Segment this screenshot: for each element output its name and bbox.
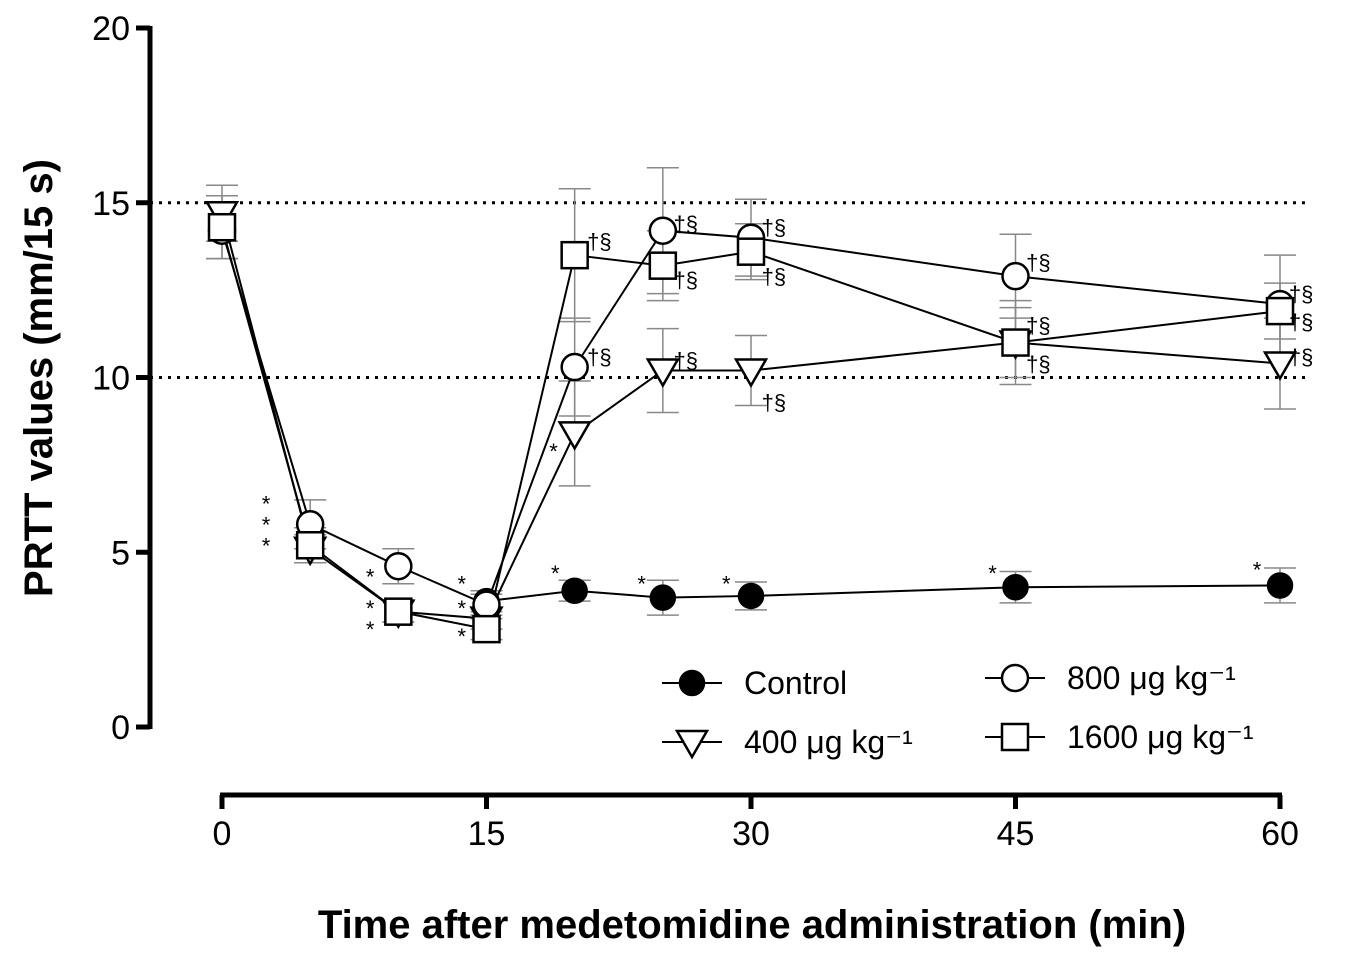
series-markers	[204, 200, 1298, 644]
annotation: *	[366, 565, 375, 590]
annotation: †§	[674, 268, 698, 293]
annotation: †§	[1026, 313, 1050, 338]
annotation: †§	[762, 264, 786, 289]
annotation: *	[366, 596, 375, 621]
legend-marker	[678, 669, 706, 697]
annotation: †§	[1289, 310, 1313, 335]
legend: Control 400 μg kg⁻¹ 800 μg kg⁻¹ 1600 μg kg⁻…	[662, 660, 1254, 760]
data-point	[1265, 296, 1295, 326]
x-tick-label: 45	[997, 815, 1035, 853]
significance-annotations: ********** * * * **†§†§†§†§†§†§†§†§†§†§†§†§†…	[262, 212, 1314, 649]
series-line-0	[486, 584, 1281, 603]
y-tick-label: 5	[111, 534, 130, 572]
data-point	[557, 421, 592, 451]
data-point	[645, 358, 680, 389]
data-point	[384, 597, 413, 626]
annotation: *	[458, 596, 467, 621]
x-axis-label: Time after medetomidine administration (…	[318, 903, 1186, 947]
x-tick-label: 15	[468, 815, 506, 853]
data-point	[737, 582, 765, 610]
data-point	[1262, 351, 1298, 382]
y-axis-label: PRTT values (mm/15 s)	[17, 159, 61, 597]
annotation: †§	[1026, 352, 1050, 377]
data-point	[1001, 261, 1030, 291]
legend-label: 1600 μg kg⁻¹	[1067, 719, 1254, 755]
axes: 0 5 10 15 20 0 15 30 45 60	[92, 10, 1299, 853]
annotation: †§	[762, 215, 786, 240]
data-point	[560, 240, 589, 270]
legend-marker	[1000, 722, 1030, 752]
data-point	[736, 237, 766, 266]
legend-marker	[674, 729, 710, 760]
y-tick-label: 20	[92, 10, 130, 48]
y-tick-label: 10	[92, 360, 130, 398]
legend-marker	[1000, 663, 1030, 693]
data-point	[472, 614, 501, 644]
data-point	[560, 352, 589, 382]
annotation: †§	[1289, 345, 1313, 370]
legend-label: Control	[744, 665, 847, 701]
data-point	[733, 358, 769, 389]
annotation: †§	[674, 348, 698, 373]
x-tick-label: 30	[732, 815, 770, 853]
data-point	[1001, 328, 1030, 357]
annotation: *	[366, 617, 375, 642]
data-point	[1002, 573, 1029, 601]
annotation: *	[458, 572, 467, 597]
y-tick-label: 0	[111, 709, 130, 747]
data-point	[295, 531, 325, 560]
annotation: *	[637, 572, 646, 597]
legend-label: 800 μg kg⁻¹	[1067, 660, 1236, 696]
annotation: †§	[587, 345, 611, 370]
data-point	[649, 584, 677, 611]
annotation: *	[262, 533, 271, 558]
x-tick-label: 60	[1261, 815, 1299, 853]
annotation: †§	[587, 229, 611, 254]
annotation: *	[1253, 558, 1262, 583]
annotation: *	[549, 439, 558, 464]
annotation: *	[988, 561, 997, 586]
annotation: †§	[1026, 250, 1050, 275]
legend-label: 400 μg kg⁻¹	[744, 724, 913, 760]
data-point	[648, 251, 678, 280]
data-point	[384, 551, 413, 581]
annotation: *	[262, 512, 271, 537]
data-point	[207, 212, 237, 242]
annotation: †§	[674, 212, 698, 237]
x-tick-label: 0	[213, 815, 232, 853]
data-point	[1266, 572, 1294, 599]
annotation: †§	[1289, 282, 1313, 307]
annotation: *	[722, 572, 731, 597]
annotation: †§	[762, 390, 786, 415]
data-point	[472, 590, 501, 619]
annotation: *	[458, 624, 467, 649]
annotation: *	[551, 561, 560, 586]
data-point	[561, 577, 588, 604]
data-point	[648, 216, 678, 245]
series-line-2	[221, 229, 1281, 607]
annotation: *	[262, 491, 271, 516]
y-tick-label: 15	[92, 185, 130, 223]
